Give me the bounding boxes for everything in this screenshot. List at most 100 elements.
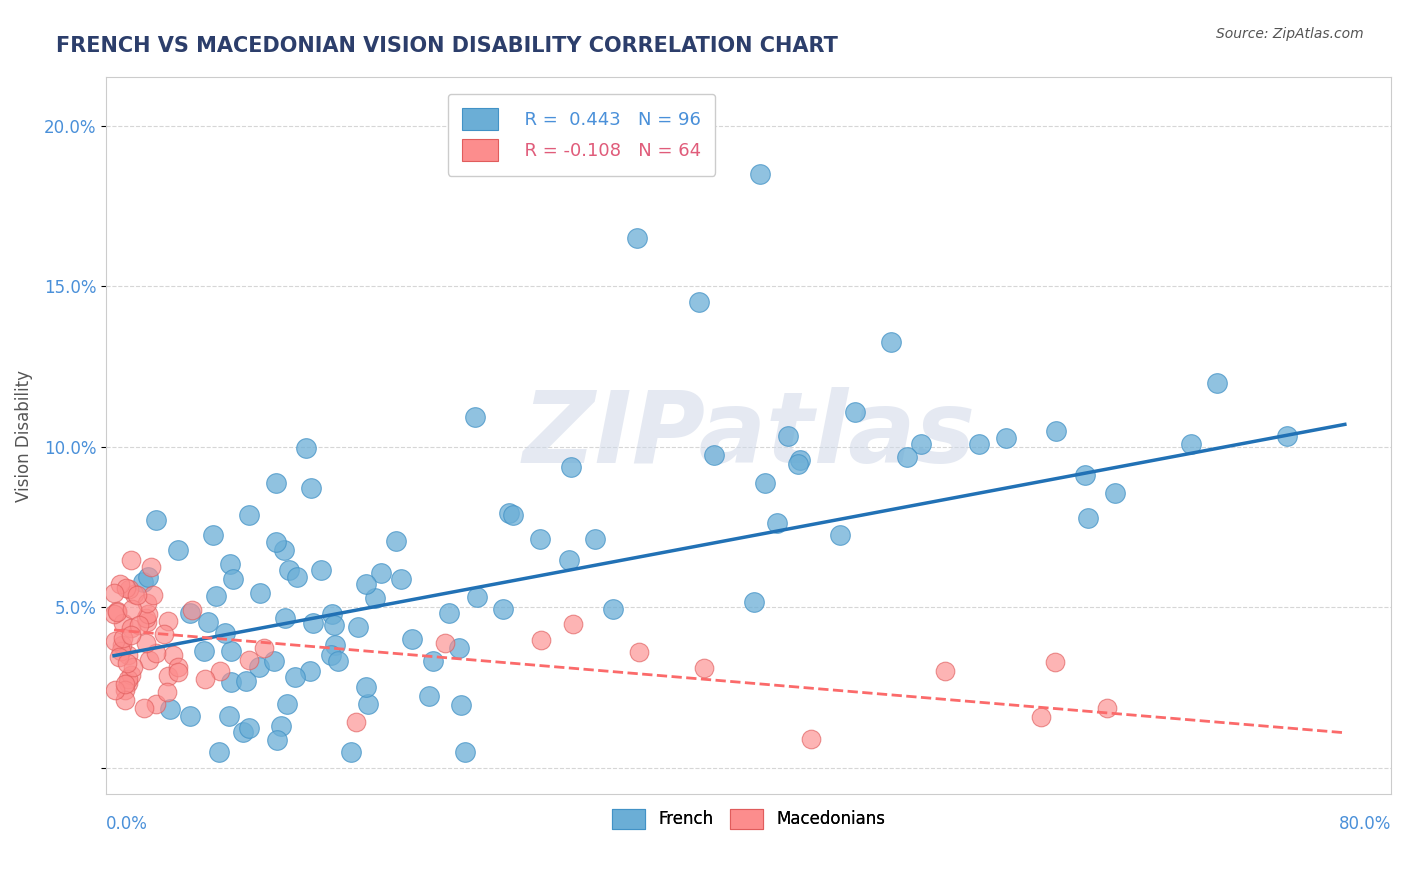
Point — [135, 611, 157, 625]
Point — [277, 563, 299, 577]
Point — [319, 648, 342, 662]
Point — [354, 680, 377, 694]
Point — [208, 745, 231, 759]
Point — [1029, 710, 1052, 724]
Point — [688, 103, 710, 117]
Point — [103, 586, 125, 600]
Point — [370, 566, 392, 580]
Point — [104, 633, 127, 648]
Point — [222, 572, 245, 586]
Point — [464, 410, 486, 425]
Point — [120, 621, 142, 635]
Point — [134, 700, 156, 714]
Point — [114, 676, 136, 690]
Point — [789, 453, 811, 467]
Point — [152, 626, 174, 640]
Point — [128, 617, 150, 632]
Point — [627, 645, 650, 659]
Point — [830, 528, 852, 542]
Point — [1073, 467, 1095, 482]
Point — [800, 732, 823, 747]
Point — [120, 667, 142, 681]
Text: ZIPatlas: ZIPatlas — [522, 387, 976, 484]
Point — [238, 508, 260, 522]
Point — [232, 724, 254, 739]
Point — [145, 513, 167, 527]
Point — [114, 683, 136, 698]
Point — [284, 670, 307, 684]
Point — [194, 672, 217, 686]
Point — [110, 644, 132, 658]
Point — [560, 460, 582, 475]
Point — [270, 718, 292, 732]
Point — [135, 636, 157, 650]
Text: 0.0%: 0.0% — [107, 815, 148, 833]
Point — [1180, 437, 1202, 451]
Point — [120, 628, 142, 642]
Point — [117, 648, 139, 662]
Point — [264, 476, 287, 491]
Point — [295, 442, 318, 456]
Point — [323, 638, 346, 652]
Point — [364, 591, 387, 605]
Point — [585, 532, 607, 546]
Point — [105, 604, 128, 618]
Point — [103, 607, 125, 621]
Point — [465, 590, 488, 604]
Point — [602, 602, 624, 616]
Text: 80.0%: 80.0% — [1339, 815, 1391, 833]
Point — [422, 654, 444, 668]
Point — [136, 607, 159, 621]
Point — [247, 659, 270, 673]
Point — [127, 588, 149, 602]
Point — [385, 533, 408, 548]
Point — [346, 619, 368, 633]
Point — [197, 615, 219, 629]
Point — [219, 558, 242, 572]
Point — [450, 698, 472, 713]
Point — [530, 632, 553, 647]
Point — [111, 615, 134, 630]
Point — [179, 606, 201, 620]
Point — [252, 640, 274, 655]
Point — [1104, 485, 1126, 500]
Point — [145, 646, 167, 660]
Point — [309, 562, 332, 576]
Point — [193, 644, 215, 658]
Point — [321, 607, 343, 621]
Point — [274, 611, 297, 625]
Point — [447, 640, 470, 655]
Point — [263, 654, 285, 668]
Text: Source: ZipAtlas.com: Source: ZipAtlas.com — [1216, 27, 1364, 41]
Point — [121, 602, 143, 616]
Point — [879, 334, 901, 349]
Point — [766, 516, 789, 531]
Point — [142, 589, 165, 603]
Point — [354, 576, 377, 591]
Point — [844, 405, 866, 419]
Point — [357, 698, 380, 712]
Point — [111, 631, 134, 645]
Point — [117, 675, 139, 690]
Point — [561, 617, 583, 632]
Point — [498, 506, 520, 520]
Point — [104, 683, 127, 698]
Point — [910, 437, 932, 451]
Point — [418, 689, 440, 703]
Point — [787, 457, 810, 471]
Point — [249, 585, 271, 599]
Point — [934, 664, 956, 678]
Point — [156, 669, 179, 683]
Point — [896, 450, 918, 464]
Point — [264, 535, 287, 549]
Point — [166, 665, 188, 679]
Point — [159, 702, 181, 716]
Point — [181, 602, 204, 616]
Point — [1045, 424, 1067, 438]
Point — [276, 697, 298, 711]
Point — [969, 437, 991, 451]
Point — [995, 430, 1018, 444]
Legend: French, Macedonians: French, Macedonians — [605, 802, 893, 836]
Point — [693, 661, 716, 675]
Point — [401, 632, 423, 646]
